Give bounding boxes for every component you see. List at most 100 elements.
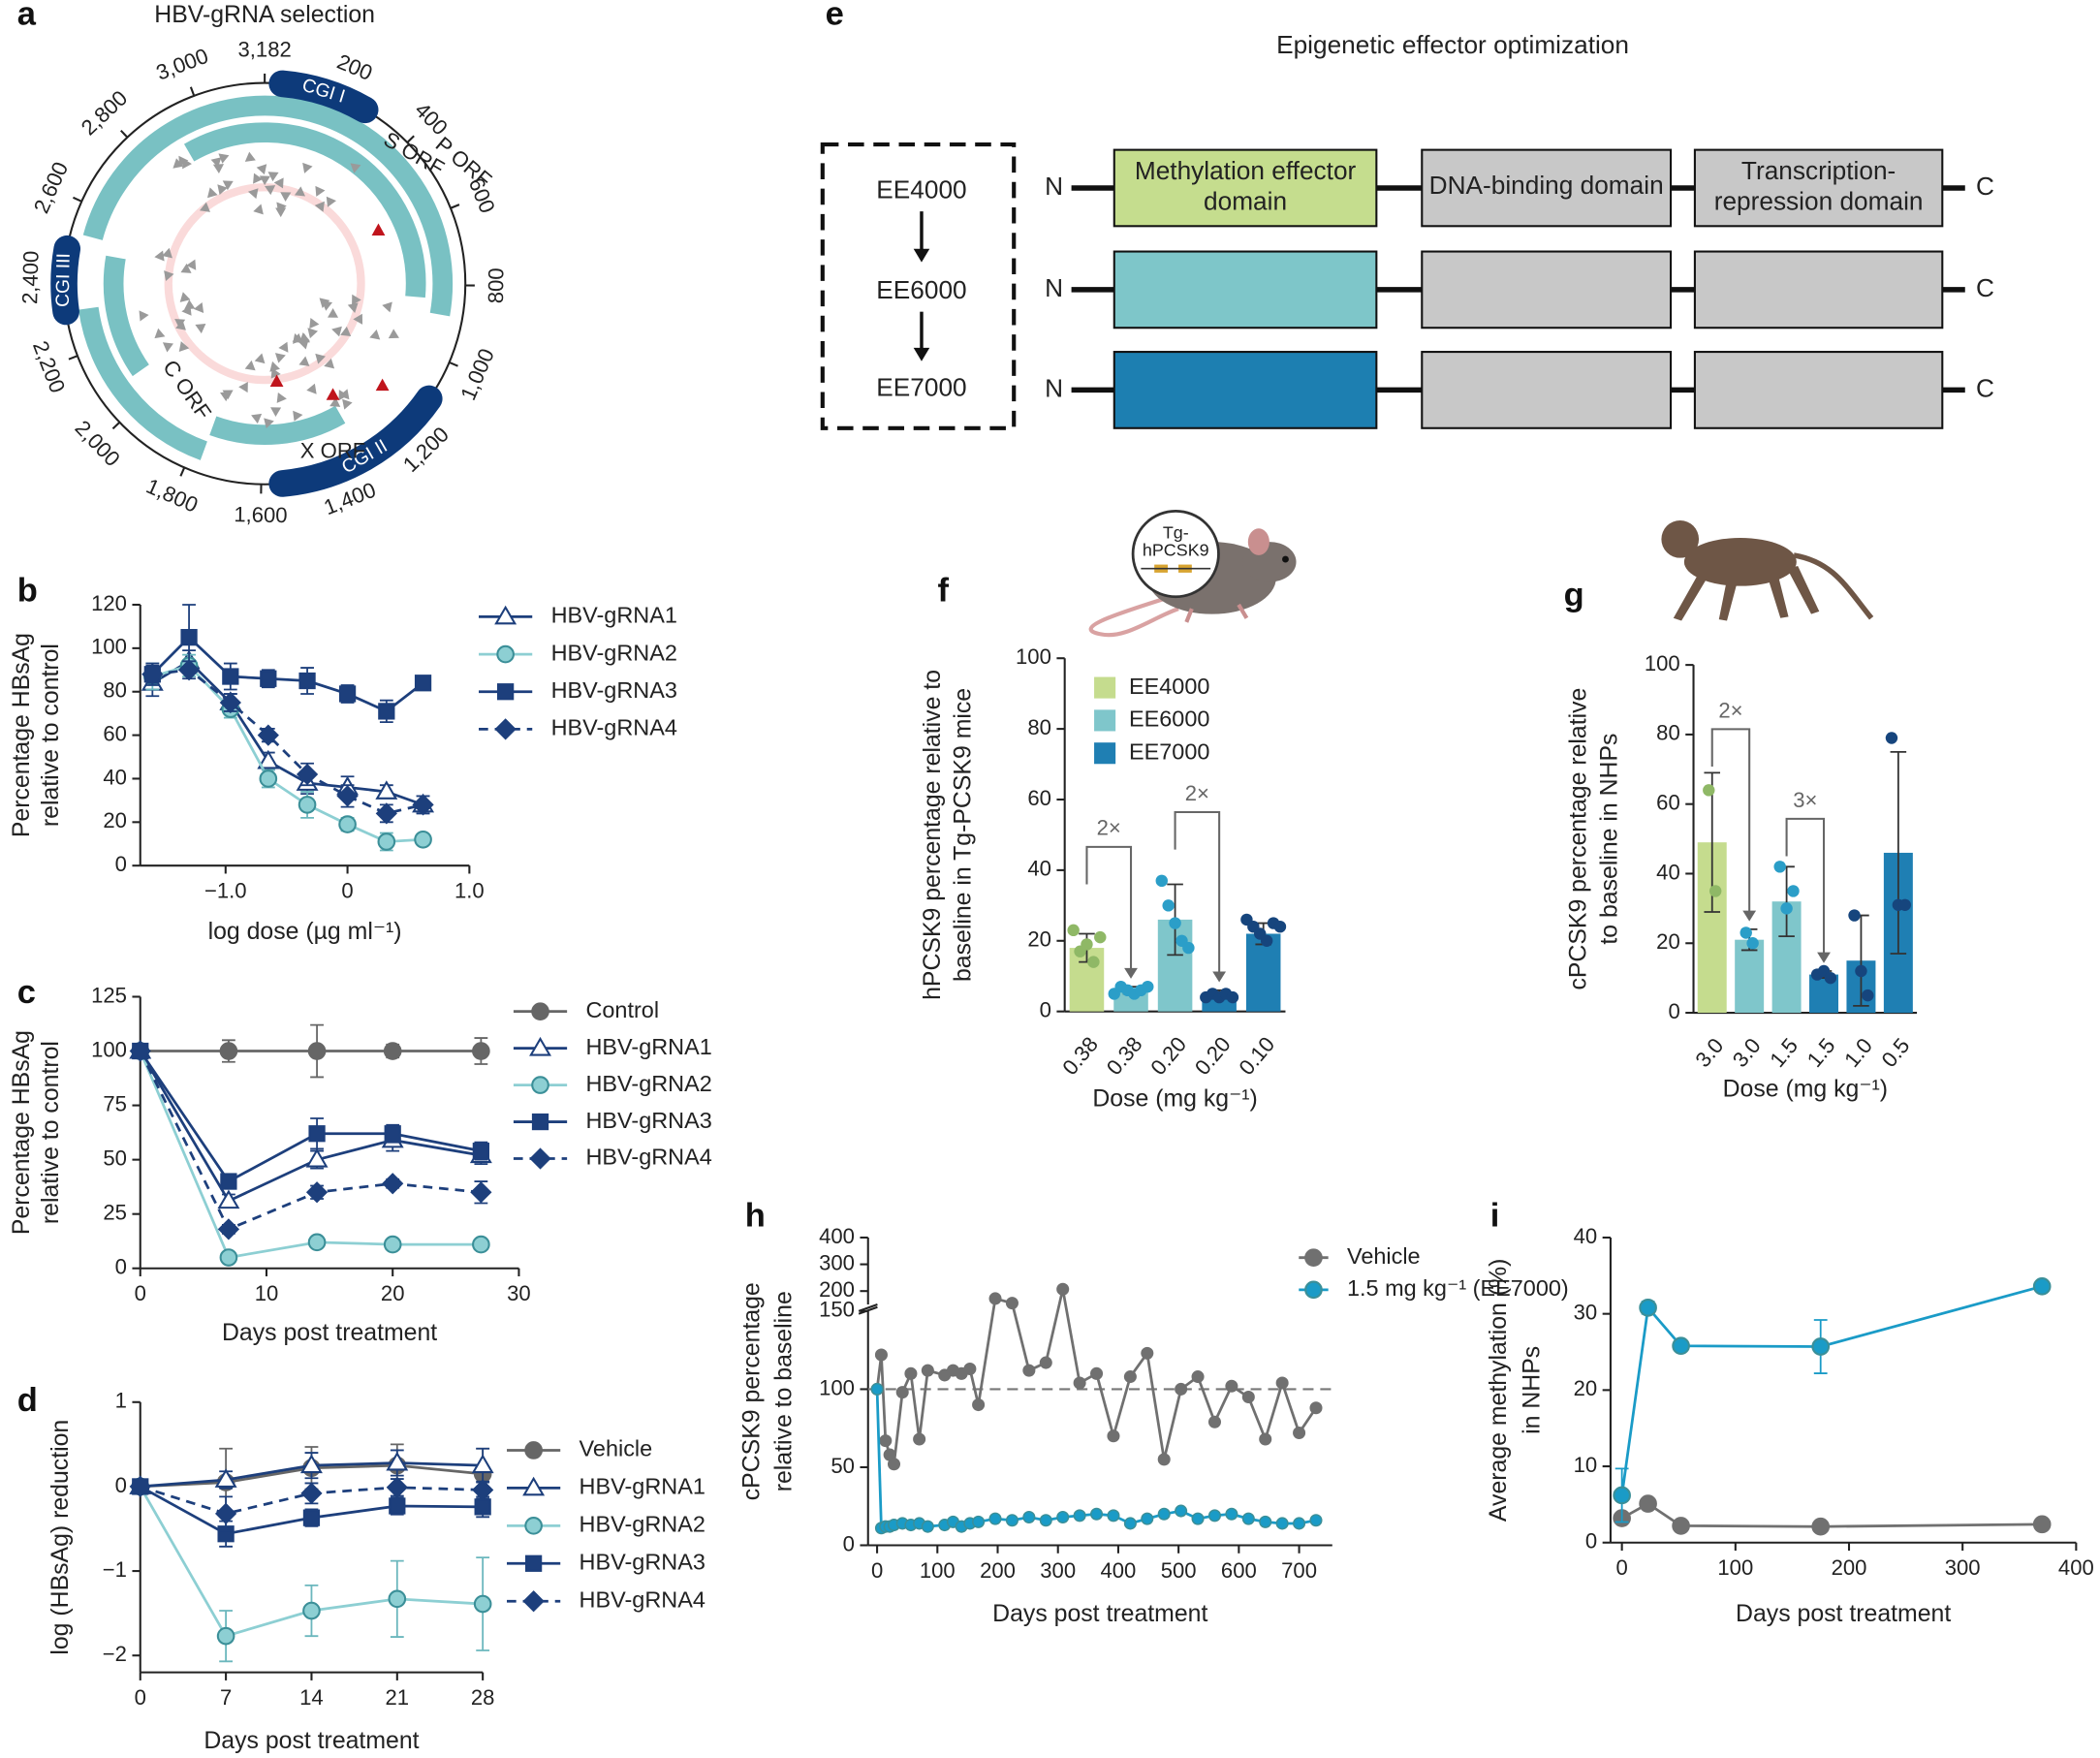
- marker: [473, 1594, 492, 1614]
- marker: [921, 1364, 934, 1377]
- marker: [412, 794, 434, 816]
- y-tick-label: 50: [831, 1454, 855, 1478]
- grna-site: [253, 204, 264, 215]
- marker: [375, 780, 398, 800]
- marker: [1107, 1429, 1120, 1443]
- data-point: [1273, 920, 1287, 933]
- ruler-label: 2,200: [28, 337, 70, 396]
- marker: [1225, 1507, 1238, 1521]
- y-tick-label: 0: [115, 1255, 127, 1279]
- y-tick-label: 25: [103, 1201, 127, 1225]
- legend-swatch: [1094, 676, 1116, 699]
- marker: [472, 1479, 494, 1501]
- y-tick-label: 60: [1656, 791, 1680, 815]
- y-tick-label: 100: [1016, 644, 1051, 669]
- marker: [1293, 1517, 1306, 1530]
- legend-marker: [494, 605, 517, 625]
- orf-band: [103, 255, 149, 377]
- cgi-island: [268, 70, 379, 124]
- x-tick-label: 0: [135, 1685, 146, 1710]
- y-tick-label: 0: [115, 852, 127, 876]
- y-tick-label: 40: [1574, 1224, 1598, 1248]
- orf-label: X ORF: [300, 438, 365, 462]
- y-tick-label: 10: [1574, 1453, 1598, 1477]
- data-point: [1746, 937, 1759, 950]
- grna-site: [382, 301, 392, 313]
- ruler-label: 2,400: [17, 250, 43, 304]
- marker: [1123, 1370, 1137, 1384]
- y-tick-label: 40: [1656, 860, 1680, 884]
- marker: [180, 629, 198, 646]
- legend-label: HBV-gRNA3: [551, 677, 677, 703]
- y-axis-label: in NHPs: [1519, 1346, 1545, 1434]
- marker: [177, 659, 201, 681]
- x-tick-label: 100: [920, 1558, 956, 1583]
- grna-site: [324, 358, 335, 369]
- domain: [1693, 148, 1944, 228]
- marker: [307, 1042, 327, 1060]
- grna-site: [181, 304, 192, 316]
- grna-site: [199, 202, 210, 212]
- y-tick-label: 150: [819, 1298, 855, 1322]
- y-tick-label: 1: [115, 1389, 127, 1413]
- grna-site: [154, 250, 165, 262]
- selected-grna: [269, 374, 284, 387]
- data-point: [1848, 909, 1861, 922]
- selected-grna: [326, 388, 340, 400]
- marker: [1811, 1337, 1831, 1356]
- marker: [988, 1292, 1002, 1305]
- data-point: [1169, 917, 1181, 929]
- legend-marker: [531, 1076, 549, 1094]
- data-point: [1780, 902, 1793, 915]
- data-point: [1226, 990, 1239, 1004]
- y-axis-label: cPCSK9 percentage: [739, 1282, 766, 1500]
- legend-label: HBV-gRNA4: [580, 1586, 705, 1612]
- marker: [298, 672, 316, 690]
- marker: [1639, 1299, 1657, 1317]
- marker: [1613, 1486, 1631, 1505]
- marker: [1293, 1427, 1306, 1440]
- grna-site: [139, 310, 149, 322]
- marker: [1259, 1432, 1272, 1446]
- panel-letter: e: [826, 0, 844, 33]
- legend-label: EE7000: [1129, 738, 1209, 764]
- grna-site: [210, 157, 222, 168]
- grna-site: [347, 302, 359, 313]
- x-tick-label: 21: [386, 1685, 410, 1710]
- series-line: [151, 659, 424, 806]
- marker: [414, 830, 432, 849]
- marker: [887, 1458, 901, 1471]
- x-tick-label: 0.20: [1145, 1032, 1191, 1080]
- icon-label: Tg-: [1163, 523, 1189, 543]
- legend-label: EE6000: [1129, 706, 1209, 732]
- grna-site: [278, 341, 289, 353]
- legend-label: HBV-gRNA1: [551, 603, 677, 628]
- ruler-label: 800: [484, 267, 508, 303]
- data-point: [1162, 899, 1175, 912]
- marker: [338, 685, 357, 703]
- grna-site: [369, 330, 381, 340]
- marker: [377, 832, 396, 851]
- ruler-tick: [120, 129, 129, 139]
- marker: [384, 1125, 401, 1143]
- grna-site: [172, 158, 184, 169]
- data-point: [1708, 885, 1722, 897]
- marker: [216, 1626, 235, 1646]
- grna-site: [259, 175, 270, 186]
- panel-title: Epigenetic effector optimization: [1276, 30, 1629, 59]
- monkey-icon: [1661, 520, 1874, 621]
- x-tick-label: 600: [1221, 1558, 1257, 1583]
- annotation: 2×: [1185, 781, 1209, 805]
- x-tick-label: 0.38: [1057, 1032, 1103, 1080]
- grna-site: [298, 356, 310, 366]
- marker: [302, 1509, 321, 1526]
- marker: [129, 1040, 151, 1062]
- legend-label: HBV-gRNA3: [580, 1549, 705, 1574]
- legend-marker: [531, 1002, 549, 1020]
- marker: [1022, 1364, 1036, 1377]
- x-tick-label: 1.5: [1802, 1033, 1840, 1072]
- grna-site: [212, 164, 225, 173]
- grna-site: [220, 392, 232, 402]
- marker: [1225, 1379, 1238, 1393]
